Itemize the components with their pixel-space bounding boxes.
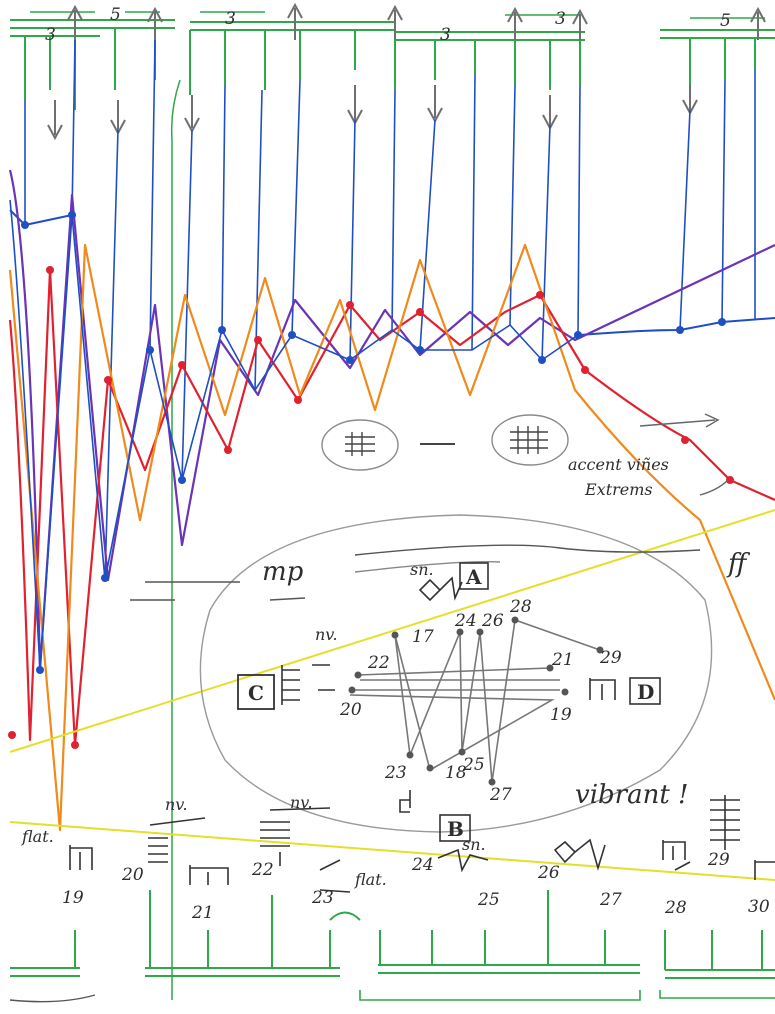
up-arrows [67, 2, 766, 40]
yellow-lines [9, 509, 775, 881]
svg-text:27: 27 [489, 785, 512, 805]
svg-text:28: 28 [509, 597, 532, 617]
svg-text:5: 5 [720, 11, 731, 31]
svg-text:20: 20 [339, 700, 362, 720]
small-symbols [281, 576, 616, 813]
svg-text:nv.: nv. [315, 625, 338, 644]
svg-text:25: 25 [462, 755, 485, 775]
svg-text:28: 28 [664, 898, 687, 918]
red-zigzag [8, 268, 775, 747]
svg-text:5: 5 [110, 5, 121, 25]
svg-text:27: 27 [599, 890, 622, 910]
svg-text:vibrant !: vibrant ! [575, 780, 688, 810]
box-b: B [439, 814, 471, 842]
svg-text:17: 17 [412, 627, 434, 647]
svg-text:22: 22 [367, 653, 390, 673]
svg-text:29: 29 [707, 850, 730, 870]
svg-text:sn.: sn. [410, 560, 434, 579]
bottom-notation [69, 795, 775, 893]
svg-text:3: 3 [440, 25, 451, 45]
box-a: A [459, 562, 489, 590]
purple-zigzag [8, 169, 775, 672]
svg-text:A: A [465, 565, 482, 589]
svg-text:29: 29 [599, 648, 622, 668]
svg-text:3: 3 [555, 9, 566, 29]
svg-text:18: 18 [445, 763, 467, 783]
svg-text:24: 24 [411, 855, 434, 875]
node-dots [8, 211, 734, 749]
accent-note: accent viñes Extrems [568, 455, 669, 499]
central-ellipse [130, 514, 713, 833]
dynamic-mp: mp [262, 557, 304, 587]
ellipse-dots [348, 616, 604, 786]
blue-zigzag [9, 199, 579, 671]
box-c: C [237, 674, 275, 710]
box-d: D [629, 677, 661, 705]
cluster-boxes [321, 413, 729, 496]
svg-text:flat.: flat. [21, 827, 54, 846]
svg-text:19: 19 [550, 705, 572, 725]
svg-text:3: 3 [225, 9, 236, 29]
svg-text:19: 19 [62, 888, 84, 908]
dynamic-ff: ff [726, 549, 751, 579]
zigzag-lines [8, 169, 775, 832]
svg-text:flat.: flat. [354, 870, 387, 889]
svg-text:23: 23 [384, 763, 407, 783]
svg-text:21: 21 [551, 650, 574, 670]
orange-zigzag [8, 243, 775, 832]
ellipse-connections [349, 618, 601, 783]
bottom-numbers: 19 20 21 22 23 24 25 26 27 28 29 30 [62, 850, 770, 923]
svg-text:sn.: sn. [462, 835, 486, 854]
triplet-marks: 3 5 3 3 3 5 [45, 5, 731, 45]
svg-text:Extrems: Extrems [584, 480, 653, 499]
svg-text:20: 20 [121, 865, 144, 885]
svg-text:D: D [637, 680, 654, 704]
svg-text:23: 23 [311, 888, 334, 908]
svg-text:C: C [248, 681, 264, 705]
svg-text:3: 3 [45, 25, 56, 45]
ellipse-numbers: 17 24 26 28 29 22 21 20 19 23 18 25 27 [339, 597, 622, 805]
svg-text:21: 21 [191, 903, 214, 923]
svg-text:nv.: nv. [290, 793, 313, 812]
svg-text:26: 26 [537, 863, 560, 883]
svg-text:accent viñes: accent viñes [568, 455, 669, 474]
svg-text:nv.: nv. [165, 795, 188, 814]
down-arrows [47, 85, 698, 141]
svg-text:25: 25 [477, 890, 500, 910]
svg-text:22: 22 [251, 860, 274, 880]
ellipse-labels: nv. sn. vibrant ! [315, 560, 688, 810]
svg-text:24: 24 [454, 611, 477, 631]
bottom-labels: nv. nv. flat. flat. sn. [21, 793, 486, 889]
svg-text:30: 30 [748, 897, 770, 917]
svg-text:B: B [447, 817, 464, 841]
svg-text:26: 26 [481, 611, 504, 631]
bottom-rhythm-beams [9, 890, 775, 1003]
